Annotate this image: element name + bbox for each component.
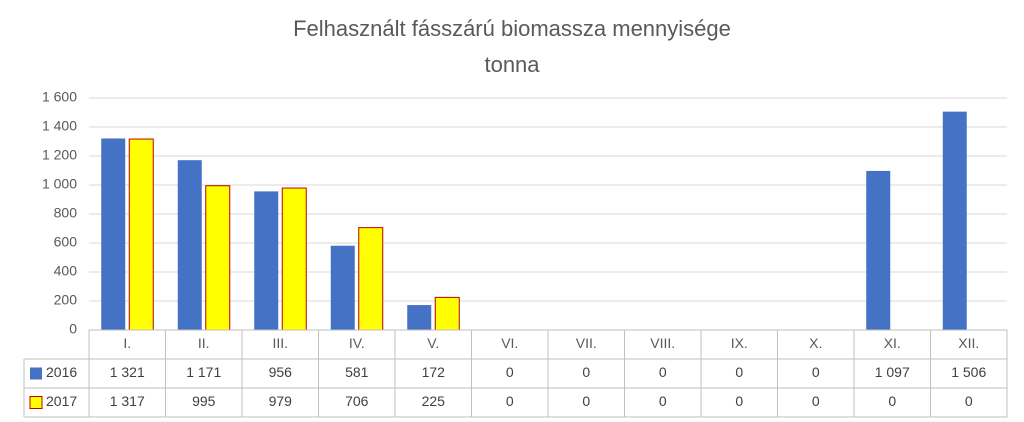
data-label-2017: 979 xyxy=(269,393,293,409)
bar-2017-2 xyxy=(205,185,231,331)
data-label-2017: 225 xyxy=(422,393,446,409)
x-tick-label: X. xyxy=(809,335,822,351)
data-label-2017: 0 xyxy=(582,393,590,409)
data-label-2017: 0 xyxy=(965,393,973,409)
gridlines xyxy=(89,97,1007,302)
data-label-2017: 0 xyxy=(506,393,514,409)
data-label-2016: 956 xyxy=(269,364,293,380)
data-label-2017: 0 xyxy=(659,393,667,409)
data-label-2017: 0 xyxy=(735,393,743,409)
legend-label-2017: 2017 xyxy=(46,393,77,409)
x-tick-label: VI. xyxy=(501,335,518,351)
bar-2016-2 xyxy=(177,160,202,330)
data-label-2017: 706 xyxy=(345,393,369,409)
x-tick-label: VIII. xyxy=(650,335,675,351)
bar-2017-4 xyxy=(358,227,384,331)
x-tick-label: XII. xyxy=(958,335,979,351)
bar-2017-1 xyxy=(128,138,154,331)
bar-2016-11 xyxy=(866,170,891,330)
data-label-2016: 1 097 xyxy=(875,364,910,380)
x-tick-label: II. xyxy=(198,335,210,351)
data-label-2016: 0 xyxy=(659,364,667,380)
x-tick-label: IV. xyxy=(349,335,365,351)
y-tick-label: 600 xyxy=(54,234,78,250)
bar-2016-12 xyxy=(942,111,967,330)
bar-2016-4 xyxy=(330,245,355,330)
legend-key-2017 xyxy=(29,396,43,409)
x-tick-label: IX. xyxy=(731,335,748,351)
bar-2017-5 xyxy=(434,296,460,331)
data-label-2016: 1 506 xyxy=(951,364,986,380)
data-label-2017: 995 xyxy=(192,393,216,409)
data-label-2016: 0 xyxy=(812,364,820,380)
y-tick-label: 200 xyxy=(54,292,78,308)
y-tick-label: 1 000 xyxy=(42,176,77,192)
data-label-2016: 0 xyxy=(506,364,514,380)
data-label-2017: 0 xyxy=(812,393,820,409)
y-tick-label: 1 400 xyxy=(42,118,77,134)
x-tick-label: VII. xyxy=(576,335,597,351)
legend-key-2016 xyxy=(30,367,42,380)
data-label-2017: 0 xyxy=(888,393,896,409)
data-label-2016: 0 xyxy=(582,364,590,380)
chart-title: Felhasznált fásszárú biomassza mennyiség… xyxy=(293,16,731,41)
legend-label-2016: 2016 xyxy=(46,364,77,380)
data-label-2016: 1 171 xyxy=(186,364,221,380)
data-label-2016: 1 321 xyxy=(110,364,145,380)
data-table: I. II. III. IV. V. VI. VII. VIII. IX. X. XI. XII. 20… xyxy=(23,329,1008,418)
data-label-2016: 581 xyxy=(345,364,369,380)
bars xyxy=(101,111,967,331)
y-tick-label: 400 xyxy=(54,263,78,279)
bar-2016-3 xyxy=(254,191,279,330)
x-tick-label: V. xyxy=(427,335,439,351)
data-label-2016: 172 xyxy=(422,364,446,380)
x-tick-label: I. xyxy=(123,335,131,351)
bar-2016-5 xyxy=(407,305,432,330)
y-tick-label: 1 600 xyxy=(42,89,77,105)
y-axis: 0 200 400 600 800 1 000 1 200 1 400 1 600 xyxy=(42,89,77,337)
bar-2017-3 xyxy=(281,187,307,331)
bar-2016-1 xyxy=(101,138,126,330)
y-tick-label: 800 xyxy=(54,205,78,221)
chart-subtitle: tonna xyxy=(484,52,540,77)
x-tick-label: XI. xyxy=(884,335,901,351)
data-label-2017: 1 317 xyxy=(110,393,145,409)
x-tick-label: III. xyxy=(272,335,288,351)
y-tick-label: 1 200 xyxy=(42,147,77,163)
y-tick-label: 0 xyxy=(69,321,77,337)
data-label-2016: 0 xyxy=(735,364,743,380)
